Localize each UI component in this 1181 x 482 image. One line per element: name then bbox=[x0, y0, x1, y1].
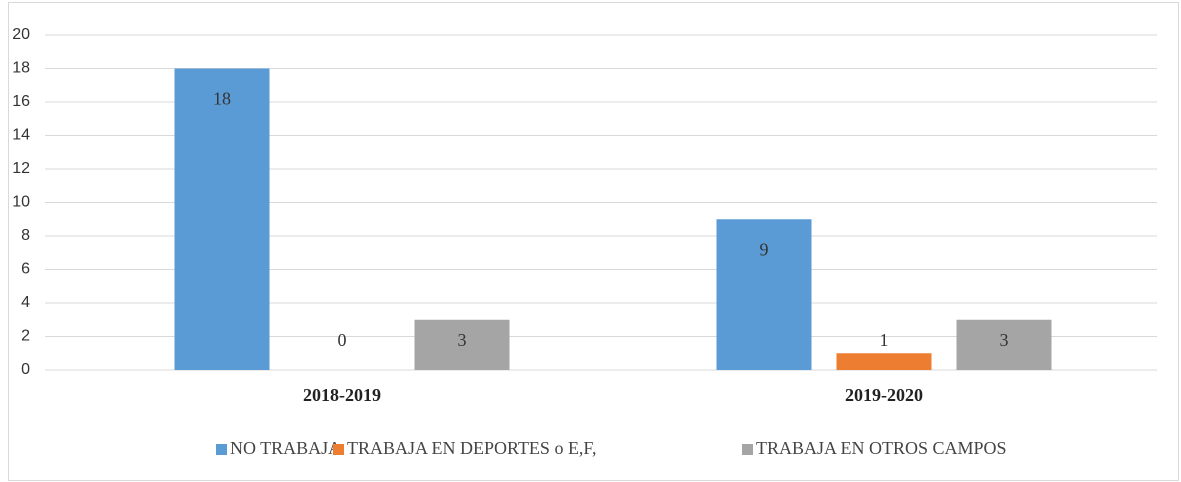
y-tick-label: 2 bbox=[21, 328, 30, 345]
bar bbox=[716, 219, 812, 370]
legend-label: TRABAJA EN OTROS CAMPOS bbox=[756, 438, 1007, 458]
legend-label: TRABAJA EN DEPORTES o E,F, bbox=[347, 438, 597, 458]
data-label: 0 bbox=[338, 330, 347, 350]
legend-label: NO TRABAJA bbox=[230, 438, 341, 458]
x-tick-label: 2018-2019 bbox=[303, 385, 381, 405]
bar bbox=[414, 319, 510, 370]
y-tick-label: 12 bbox=[12, 160, 30, 177]
y-tick-label: 6 bbox=[21, 261, 30, 278]
y-tick-label: 18 bbox=[12, 60, 30, 77]
data-label: 9 bbox=[760, 239, 769, 259]
x-tick-label: 2019-2020 bbox=[845, 385, 923, 405]
data-label: 1 bbox=[880, 330, 889, 350]
data-label: 3 bbox=[1000, 330, 1009, 350]
legend-swatch bbox=[742, 444, 753, 455]
y-tick-label: 10 bbox=[12, 194, 30, 211]
data-label: 18 bbox=[213, 89, 231, 109]
y-tick-label: 0 bbox=[21, 361, 30, 378]
bar bbox=[836, 353, 932, 370]
y-tick-label: 4 bbox=[21, 294, 30, 311]
legend-swatch bbox=[216, 444, 227, 455]
bar bbox=[956, 319, 1052, 370]
bar bbox=[174, 68, 270, 370]
y-tick-label: 14 bbox=[12, 127, 30, 144]
y-tick-label: 20 bbox=[12, 26, 30, 43]
y-tick-label: 16 bbox=[12, 93, 30, 110]
legend-swatch bbox=[333, 444, 344, 455]
y-tick-label: 8 bbox=[21, 227, 30, 244]
data-label: 3 bbox=[458, 330, 467, 350]
